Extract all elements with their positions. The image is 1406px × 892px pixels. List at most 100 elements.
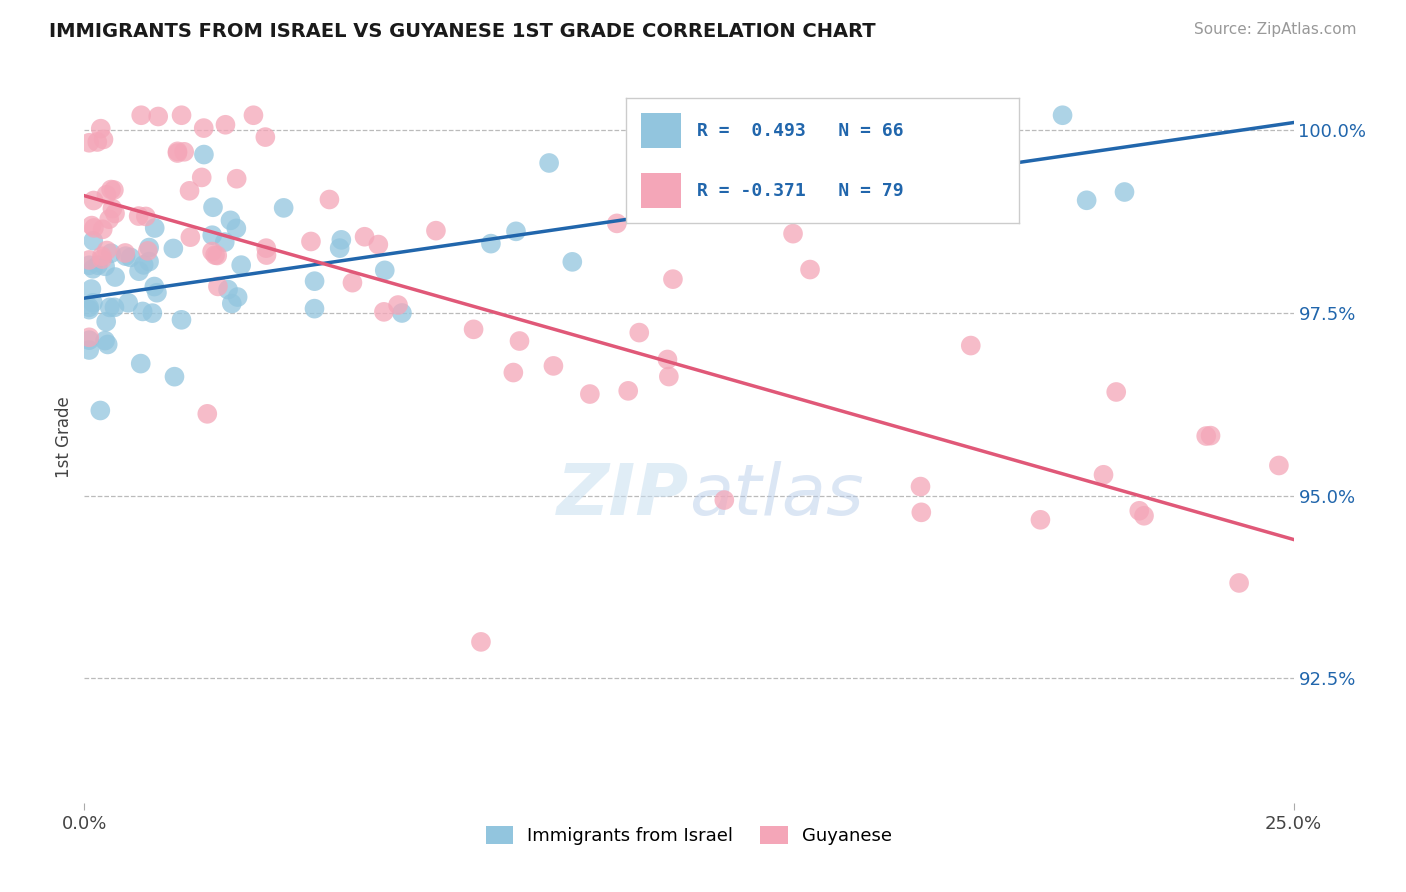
Point — [131, 304, 153, 318]
Text: Source: ZipAtlas.com: Source: ZipAtlas.com — [1194, 22, 1357, 37]
Point — [256, 248, 278, 262]
Point — [128, 264, 150, 278]
Point — [768, 151, 790, 165]
Point — [93, 132, 115, 146]
Point — [104, 270, 127, 285]
Point — [1133, 508, 1156, 523]
Point — [89, 403, 111, 417]
Point — [91, 222, 114, 236]
Point — [201, 244, 224, 259]
Point — [90, 121, 112, 136]
Point — [1052, 108, 1074, 122]
Point — [166, 146, 188, 161]
Point — [910, 505, 932, 519]
Point — [94, 334, 117, 348]
Point — [470, 635, 492, 649]
Point — [304, 301, 326, 316]
Point — [98, 301, 121, 315]
Point — [179, 184, 201, 198]
Point — [91, 252, 114, 266]
Point — [219, 213, 242, 227]
Point — [1268, 458, 1291, 473]
Point — [353, 229, 375, 244]
Point — [114, 246, 136, 260]
Point — [143, 221, 166, 235]
Point — [82, 261, 104, 276]
Point — [129, 357, 152, 371]
Point — [162, 242, 184, 256]
Point — [658, 369, 681, 384]
Point — [1114, 185, 1136, 199]
Point — [82, 234, 104, 248]
Legend: Immigrants from Israel, Guyanese: Immigrants from Israel, Guyanese — [478, 819, 900, 852]
Point — [606, 216, 628, 230]
Point — [96, 315, 118, 329]
Point — [100, 246, 122, 260]
Point — [77, 302, 100, 317]
Point — [373, 305, 395, 319]
Point — [849, 109, 872, 123]
Point — [129, 108, 152, 122]
Point — [463, 322, 485, 336]
Point — [202, 200, 225, 214]
Point — [146, 285, 169, 300]
Point — [713, 493, 735, 508]
Point — [221, 296, 243, 310]
Point — [329, 241, 352, 255]
Point — [136, 244, 159, 258]
Point — [135, 210, 157, 224]
Point — [77, 252, 100, 267]
Point — [1105, 384, 1128, 399]
Point — [254, 130, 277, 145]
Point — [77, 330, 100, 344]
Point — [87, 258, 110, 272]
Point — [117, 295, 139, 310]
Point — [508, 334, 530, 348]
Point — [579, 387, 602, 401]
Text: atlas: atlas — [689, 461, 863, 530]
Point — [910, 479, 932, 493]
Point — [225, 171, 247, 186]
Point — [207, 248, 229, 262]
Point — [318, 193, 340, 207]
Point — [94, 260, 117, 274]
Point — [617, 384, 640, 398]
Point — [80, 282, 103, 296]
Point — [163, 369, 186, 384]
Point — [226, 290, 249, 304]
Point — [193, 121, 215, 136]
Text: IMMIGRANTS FROM ISRAEL VS GUYANESE 1ST GRADE CORRELATION CHART: IMMIGRANTS FROM ISRAEL VS GUYANESE 1ST G… — [49, 22, 876, 41]
Point — [143, 279, 166, 293]
Point — [170, 108, 193, 122]
Point — [138, 254, 160, 268]
Point — [128, 209, 150, 223]
Point — [190, 170, 212, 185]
Point — [543, 359, 565, 373]
Point — [425, 224, 447, 238]
Point — [330, 233, 353, 247]
Point — [838, 158, 860, 172]
Point — [502, 366, 524, 380]
Point — [561, 255, 583, 269]
Point — [90, 249, 112, 263]
Point — [367, 237, 389, 252]
Point — [1076, 194, 1098, 208]
Point — [100, 183, 122, 197]
Point — [173, 145, 195, 159]
Point — [214, 235, 236, 249]
Point — [505, 224, 527, 238]
Point — [204, 248, 226, 262]
Bar — [641, 113, 681, 148]
Point — [1227, 576, 1250, 591]
Point — [299, 235, 322, 249]
Point — [387, 298, 409, 312]
Point — [242, 108, 264, 122]
Point — [391, 306, 413, 320]
Point — [104, 206, 127, 220]
Point — [77, 301, 100, 315]
Point — [231, 258, 253, 272]
Point — [225, 221, 247, 235]
Point — [304, 274, 326, 288]
Point — [193, 147, 215, 161]
Point — [170, 313, 193, 327]
